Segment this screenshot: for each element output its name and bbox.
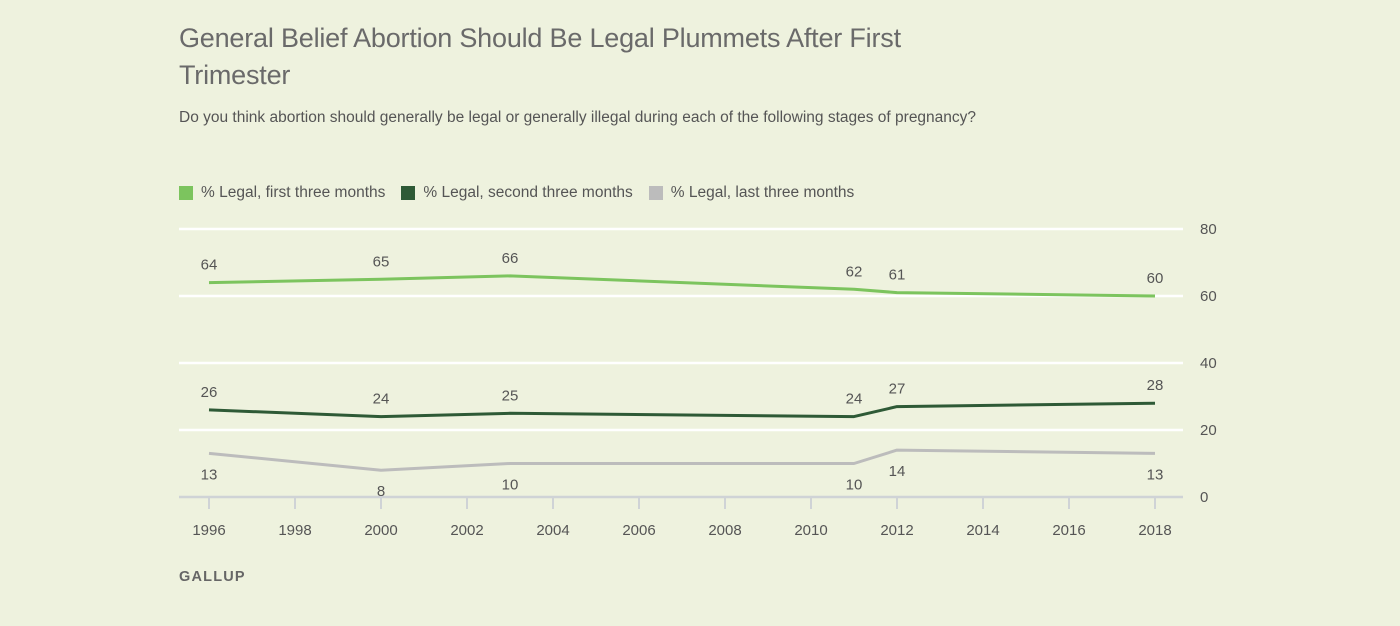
data-label-series-3: 14 xyxy=(889,463,906,480)
legend-item-second-three-months: % Legal, second three months xyxy=(401,184,633,202)
legend: % Legal, first three months % Legal, sec… xyxy=(179,183,870,203)
data-label-series-3: 13 xyxy=(201,466,218,483)
data-label-series-1: 65 xyxy=(373,253,390,270)
chart-subtitle: Do you think abortion should generally b… xyxy=(179,109,977,126)
legend-swatch-third xyxy=(648,186,663,200)
legend-label-third: % Legal, last three months xyxy=(670,184,855,201)
data-label-series-1: 66 xyxy=(502,250,519,267)
x-tick-label: 2008 xyxy=(708,522,741,539)
data-label-series-3: 10 xyxy=(846,477,863,494)
series-line-2 xyxy=(208,401,1156,419)
data-label-series-2: 26 xyxy=(201,384,218,401)
y-tick-label: 40 xyxy=(1200,355,1217,372)
y-tick-label: 20 xyxy=(1200,422,1217,439)
data-label-series-1: 61 xyxy=(889,267,906,284)
data-label-series-2: 28 xyxy=(1147,377,1164,394)
x-tick-label: 2004 xyxy=(536,522,569,539)
legend-item-last-three-months: % Legal, last three months xyxy=(648,184,855,202)
x-tick-label: 2006 xyxy=(622,522,655,539)
x-tick-label: 2010 xyxy=(794,522,827,539)
legend-item-first-three-months: % Legal, first three months xyxy=(179,184,385,202)
x-tick-label: 2002 xyxy=(450,522,483,539)
x-tick-label: 2012 xyxy=(880,522,913,539)
data-label-series-2: 27 xyxy=(889,381,906,398)
x-tick-label: 1996 xyxy=(192,522,225,539)
data-label-series-2: 25 xyxy=(502,387,519,404)
x-tick-label: 1998 xyxy=(278,522,311,539)
x-tick-label: 2018 xyxy=(1138,522,1171,539)
y-tick-label: 80 xyxy=(1200,221,1217,238)
x-tick-label: 2014 xyxy=(966,522,999,539)
legend-label-second: % Legal, second three months xyxy=(423,184,633,201)
source-logo-gallup: GALLUP xyxy=(179,569,246,585)
data-label-series-1: 60 xyxy=(1147,270,1164,287)
data-label-series-1: 62 xyxy=(846,263,863,280)
legend-swatch-second xyxy=(401,186,416,200)
legend-label-first: % Legal, first three months xyxy=(201,184,386,201)
data-label-series-3: 8 xyxy=(377,483,385,500)
series-line-3 xyxy=(208,448,1156,472)
y-tick-label: 0 xyxy=(1200,489,1208,506)
data-label-series-2: 24 xyxy=(846,391,863,408)
data-label-series-3: 13 xyxy=(1147,466,1164,483)
data-label-series-1: 64 xyxy=(201,257,218,274)
y-tick-label: 60 xyxy=(1200,288,1217,305)
chart-title: General Belief Abortion Should Be Legal … xyxy=(179,23,901,90)
data-label-series-2: 24 xyxy=(373,391,390,408)
legend-swatch-first xyxy=(179,186,193,200)
series-line-1 xyxy=(208,274,1156,298)
data-label-series-3: 10 xyxy=(502,477,519,494)
x-tick-label: 2000 xyxy=(364,522,397,539)
x-tick-label: 2016 xyxy=(1052,522,1085,539)
